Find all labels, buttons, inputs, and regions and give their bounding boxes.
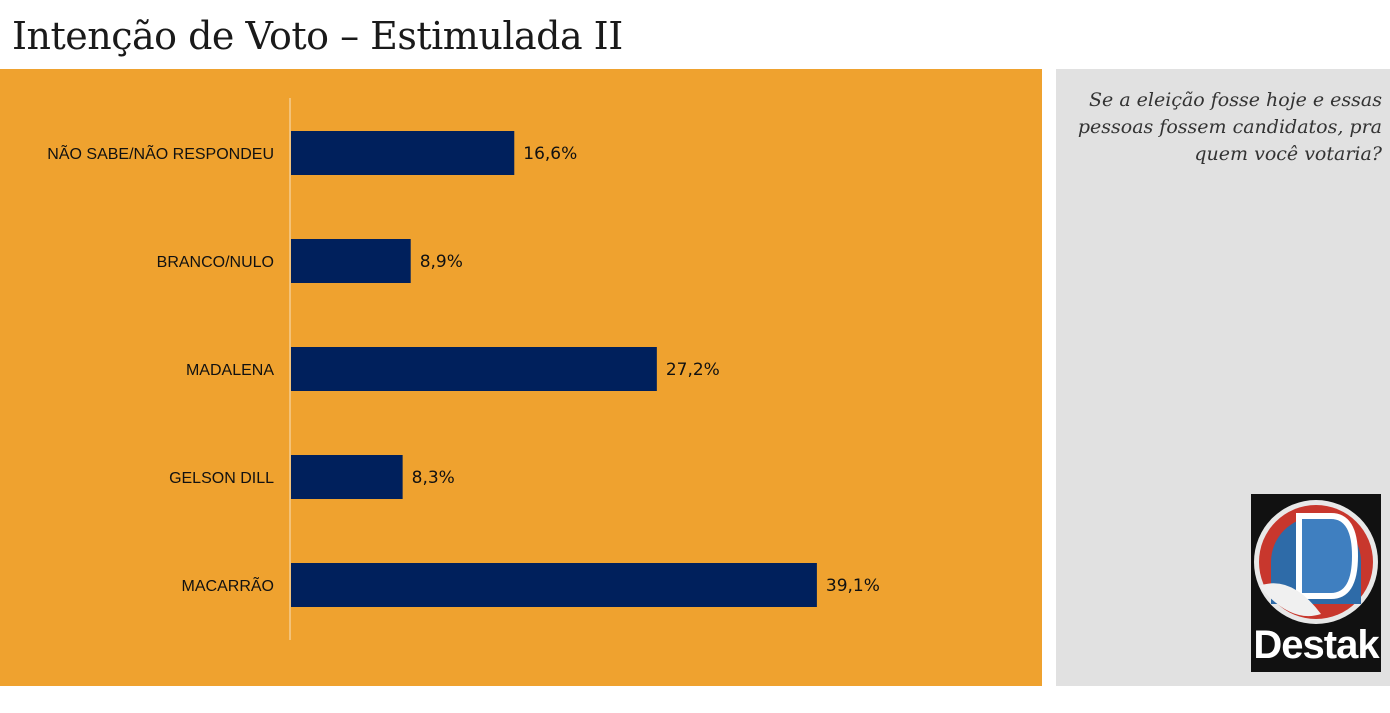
value-label: 39,1%	[826, 576, 880, 596]
bar-chart: NÃO SABE/NÃO RESPONDEU 16,6% BRANCO/NULO 8,…	[47, 98, 880, 640]
category-label: MADALENA	[186, 362, 274, 379]
side-panel: Se a eleição fosse hoje e essas pessoas …	[1056, 69, 1390, 686]
bar	[291, 131, 515, 175]
destak-logo-icon	[1254, 500, 1378, 624]
bar	[291, 347, 657, 391]
category-label: GELSON DILL	[169, 470, 274, 487]
value-label: 8,9%	[420, 252, 463, 272]
category-label: NÃO SABE/NÃO RESPONDEU	[47, 143, 274, 163]
value-label: 27,2%	[666, 360, 720, 380]
bar	[291, 239, 411, 283]
category-label: MACARRÃO	[182, 575, 274, 595]
logo-text: Destak	[1253, 623, 1379, 667]
bar	[291, 563, 817, 607]
value-label: 8,3%	[412, 468, 455, 488]
category-label: BRANCO/NULO	[157, 254, 274, 271]
bar	[291, 455, 403, 499]
chart-panel: NÃO SABE/NÃO RESPONDEU 16,6% BRANCO/NULO 8,…	[0, 69, 1042, 686]
page-title: Intenção de Voto – Estimulada II	[12, 14, 623, 58]
destak-logo: Destak	[1251, 494, 1381, 672]
survey-question: Se a eleição fosse hoje e essas pessoas …	[1077, 89, 1382, 165]
value-label: 16,6%	[523, 144, 577, 164]
